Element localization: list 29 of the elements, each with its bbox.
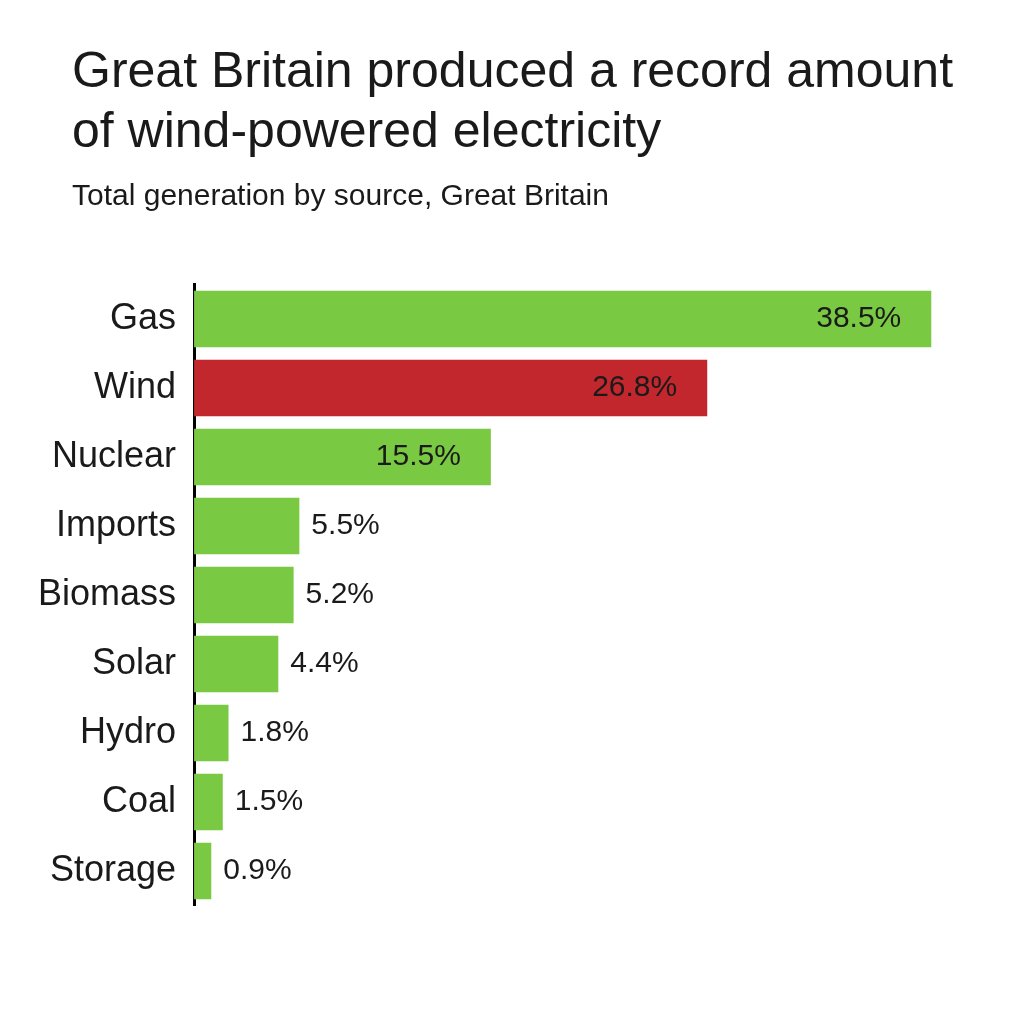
y-tick-label: Hydro xyxy=(80,709,177,751)
data-label: 5.5% xyxy=(311,507,380,541)
bar xyxy=(194,290,932,348)
data-label: 1.5% xyxy=(234,783,304,817)
data-label: 0.9% xyxy=(223,852,292,886)
bar xyxy=(194,359,708,417)
bar xyxy=(194,635,279,693)
bar xyxy=(194,428,491,486)
data-label: 4.4% xyxy=(290,645,359,679)
y-tick-label: Biomass xyxy=(37,571,177,613)
data-label: 15.5% xyxy=(375,438,461,472)
bar xyxy=(194,773,223,831)
y-tick-label: Storage xyxy=(49,847,177,889)
y-tick-label: Solar xyxy=(91,640,177,682)
chart-subtitle: Total generation by source, Great Britain xyxy=(72,178,609,212)
bar xyxy=(194,842,212,900)
data-label: 38.5% xyxy=(816,300,902,334)
bar xyxy=(194,497,300,555)
bar xyxy=(194,704,229,762)
data-label: 5.2% xyxy=(305,576,375,610)
y-tick-label: Nuclear xyxy=(51,433,177,475)
data-label: 1.8% xyxy=(240,714,309,748)
chart-title: Great Britain produced a record amount of wind-powered electricity xyxy=(72,41,955,160)
data-label: 26.8% xyxy=(592,369,678,403)
bar xyxy=(194,566,294,624)
y-tick-label: Gas xyxy=(110,296,177,338)
y-tick-label: Imports xyxy=(56,502,177,544)
y-tick-label: Coal xyxy=(101,778,177,820)
y-tick-label: Wind xyxy=(94,364,177,406)
